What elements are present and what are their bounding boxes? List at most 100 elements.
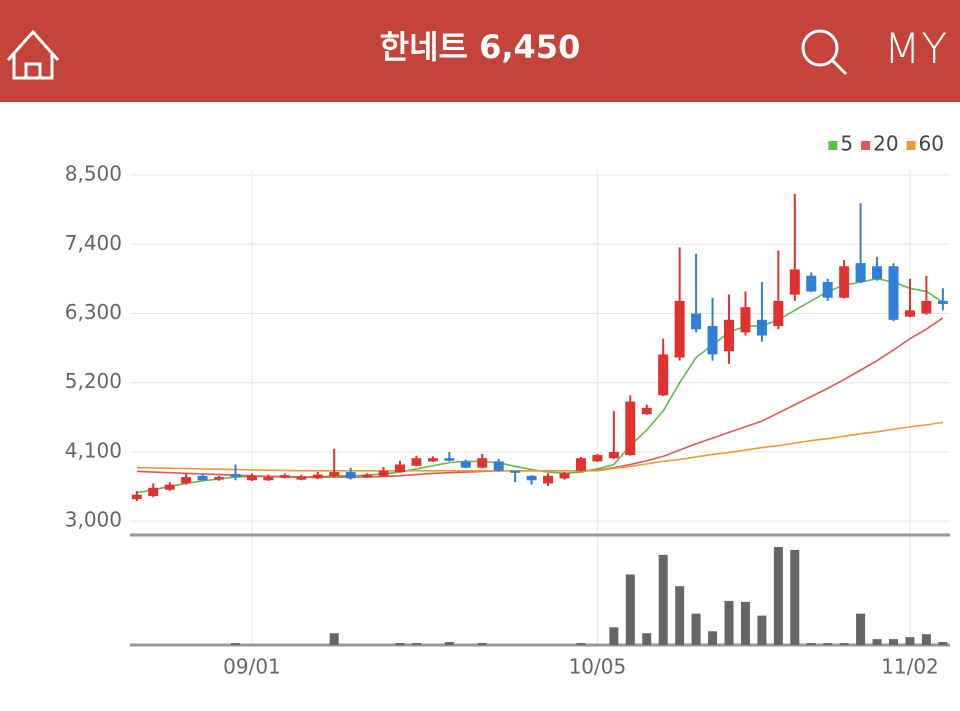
legend-label: 20 [873, 132, 898, 156]
candle-body [246, 475, 257, 481]
candle-body [773, 300, 784, 327]
volume-bar [395, 643, 405, 645]
candle-body [543, 475, 554, 484]
volume-bar [740, 601, 750, 645]
volume-bar [231, 643, 240, 645]
volume-bar [872, 639, 882, 645]
volume-bar [675, 586, 685, 645]
candle-body [263, 477, 274, 481]
y-tick-label: 4,100 [65, 438, 122, 462]
candle-body [395, 464, 405, 473]
volume-bar [790, 549, 800, 645]
candle-body [921, 300, 932, 314]
candle-body [493, 461, 504, 471]
candle-body [131, 494, 142, 500]
candle-body [724, 319, 734, 352]
legend-label: 5 [840, 132, 853, 156]
volume-bar [411, 643, 421, 645]
stock-title: 한네트 6,450 [379, 28, 581, 66]
candle-body [312, 474, 323, 479]
candle-body [411, 458, 422, 466]
candle-body [444, 458, 455, 461]
candle-body [625, 401, 636, 456]
candle-body [559, 473, 570, 479]
volume-bar [708, 631, 718, 645]
volume-bar [658, 554, 668, 645]
candle-body [164, 484, 175, 490]
legend-swatch [828, 141, 838, 150]
candle-body [526, 475, 537, 481]
chart: 3,000 4,100 5,200 6,300 7,400 8,500 09/01 10/05… [65, 132, 950, 679]
volume-bar [938, 642, 948, 645]
candle-body [674, 300, 685, 358]
y-tick-label: 3,000 [65, 508, 122, 532]
volume-bar [609, 627, 619, 645]
candle-body [789, 269, 800, 295]
candle-body [329, 472, 340, 476]
volume-bar [444, 642, 454, 645]
y-tick-label: 8,500 [65, 162, 122, 186]
volume-bar [806, 643, 816, 645]
candle-body [608, 451, 619, 459]
candle-body [740, 307, 751, 333]
x-tick-label: 11/02 [881, 655, 939, 679]
candle-body [427, 458, 438, 462]
volume-bar [477, 643, 487, 645]
candle-body [362, 474, 373, 478]
moving-average-line [136, 317, 944, 478]
candle-body [214, 477, 225, 480]
candle-body [839, 266, 850, 298]
candle-body [888, 266, 899, 320]
candle-body [592, 455, 603, 462]
y-tick-label: 6,300 [65, 300, 122, 324]
volume-bar [921, 634, 931, 645]
candle-body [296, 477, 307, 480]
legend-swatch [906, 141, 916, 150]
y-tick-label: 5,200 [65, 369, 122, 393]
candle-body [756, 319, 767, 336]
volume-bar [905, 637, 915, 645]
candle-body [872, 266, 883, 279]
volume-bar [724, 600, 734, 645]
my-button[interactable]: MY [884, 24, 948, 73]
candle-body [658, 354, 669, 396]
x-tick-label: 09/01 [223, 655, 281, 679]
candle-body [641, 407, 652, 415]
candle-body [575, 458, 586, 471]
candle-body [345, 472, 356, 479]
y-tick-label: 7,400 [65, 231, 122, 255]
candle-body [230, 473, 241, 478]
candle-body [822, 282, 833, 298]
candle-body [460, 461, 471, 468]
app-header: 한네트 6,450 MY [0, 0, 960, 102]
volume-bar [625, 574, 635, 645]
volume-bar [889, 639, 898, 645]
candle-body [477, 458, 488, 468]
volume-bar [576, 643, 586, 645]
volume-bar [757, 615, 767, 645]
volume-bar [329, 633, 339, 645]
legend-swatch [861, 141, 871, 150]
candle-body [279, 475, 290, 478]
x-tick-label: 10/05 [569, 655, 627, 679]
candle-body [691, 313, 702, 330]
legend-label: 60 [919, 132, 944, 156]
candle-body [707, 326, 718, 355]
candle-body [855, 263, 866, 283]
home-icon[interactable] [0, 16, 70, 86]
candle-body [904, 310, 915, 317]
search-icon[interactable] [796, 24, 856, 84]
volume-bar [823, 643, 833, 645]
volume-bar [691, 613, 701, 645]
moving-average-line [136, 278, 944, 494]
candle-body [937, 300, 948, 305]
candle-body [378, 470, 389, 476]
candle-body [181, 477, 192, 484]
volume-bar [839, 643, 849, 645]
candle-body [148, 487, 159, 496]
candle-body [510, 470, 521, 473]
volume-bar [773, 547, 783, 645]
volume-bar [642, 633, 652, 645]
